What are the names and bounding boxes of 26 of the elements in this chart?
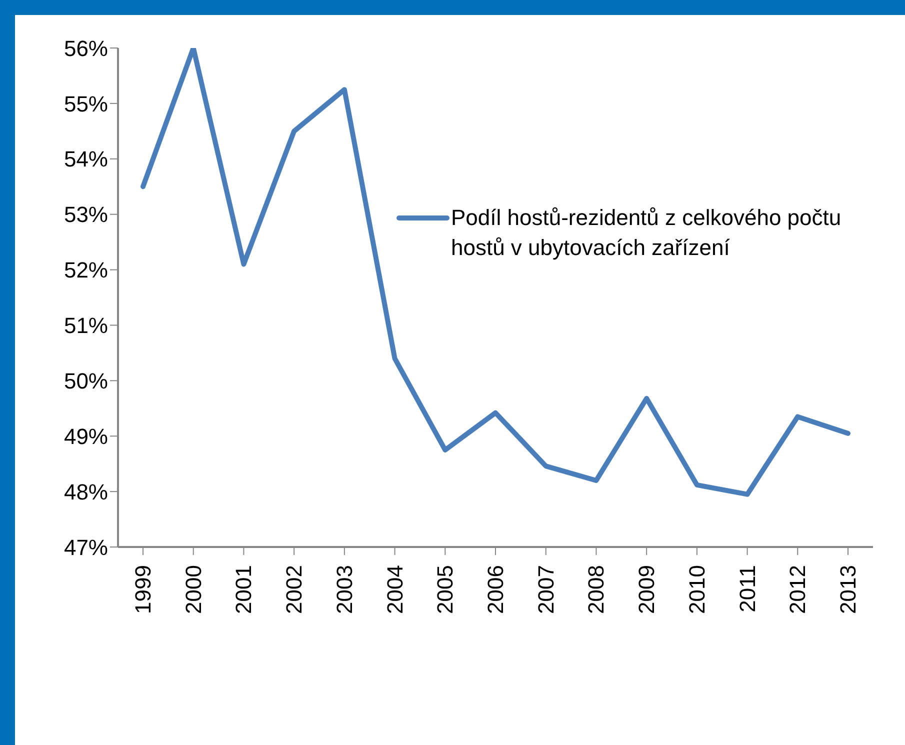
y-tick-label: 47% <box>64 534 108 560</box>
x-tick-label: 2007 <box>533 565 558 614</box>
x-tick-label: 2002 <box>282 565 307 614</box>
x-tick-label: 2003 <box>332 565 357 614</box>
x-tick-label: 2000 <box>180 565 206 614</box>
y-tick-label: 55% <box>64 91 108 116</box>
y-tick-label: 51% <box>64 313 108 338</box>
x-tick-label: 2004 <box>382 565 408 614</box>
x-tick-label: 2013 <box>836 565 860 614</box>
y-tick-label: 48% <box>64 479 108 504</box>
y-tick-label: 50% <box>64 368 108 394</box>
x-tick-label: 2001 <box>231 565 256 614</box>
x-tick-label: 2010 <box>684 565 710 614</box>
x-tick-label: 2006 <box>483 565 508 614</box>
y-tick-label: 49% <box>64 424 108 449</box>
x-tick-label: 1999 <box>130 565 156 614</box>
x-tick-label: 2009 <box>634 565 660 614</box>
y-tick-label: 52% <box>64 258 108 283</box>
x-tick-label: 2011 <box>734 565 760 612</box>
x-tick-label: 2012 <box>785 565 810 614</box>
x-tick-label: 2005 <box>432 565 458 614</box>
x-tick-label: 2008 <box>584 565 609 614</box>
y-tick-label: 54% <box>64 146 108 172</box>
legend-label: Podíl hostů-rezidentů z celkového počtu hostů v ubytovacích zařízení <box>451 204 842 262</box>
y-tick-label: 53% <box>64 202 108 228</box>
y-tick-label: 56% <box>64 36 108 61</box>
